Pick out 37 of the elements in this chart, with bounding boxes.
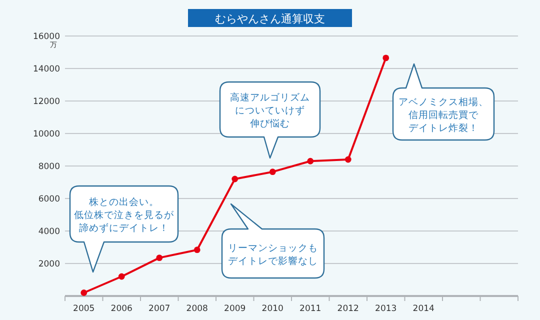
annotation: 株との出会い。低位株で泣きを見るが諦めずにデイトレ！ [74,196,175,234]
y-tick-label: 8000 [38,162,60,172]
annotation: リーマンショックもデイトレで影響なし [228,243,318,267]
y-tick-label: 2000 [38,260,60,270]
annotation: 株との出会い。低位株で泣きを見るが諦めずにデイトレ！ [69,185,179,273]
x-tick-label: 2005 [73,304,95,314]
point [156,254,163,262]
x-tick-label: 2008 [186,304,208,314]
chart-title: むらやんさん通算収支 [215,12,325,26]
y-tick-label: 14000 [32,64,60,74]
annotation: アベノミクス相場、信用回転売買でデイトレ炸裂！ [398,96,488,134]
point [344,156,352,163]
x-tick-label: 2011 [300,304,322,314]
x-tick-label: 2012 [337,304,359,314]
point [80,290,88,296]
x-tick-label: 2007 [148,304,170,314]
y-tick-label: 16000 [32,32,60,42]
y-tick-label: 12000 [32,97,60,107]
annotation: リーマンショックもデイトレで影響なし [221,203,325,279]
y-tick-label: 4000 [38,227,60,237]
x-tick-label: 2014 [412,304,434,314]
annotation: 高速アルゴリズムについていけず伸び悩む [219,81,321,159]
point [232,176,238,182]
point [307,158,314,164]
point [194,246,200,254]
x-tick-label: 2006 [110,304,132,314]
y-tick-label: 10000 [32,130,60,140]
annotation: 高速アルゴリズムについていけず伸び悩む [230,92,310,130]
x-tick-label: 2010 [262,304,284,314]
annotation: アベノミクス相場、信用回転売買でデイトレ炸裂！ [392,63,495,141]
point [118,273,125,280]
point [382,54,390,62]
y-tick-label: 6000 [38,194,60,204]
x-tick-label: 2013 [375,304,397,314]
point [269,168,276,176]
x-tick-label: 2009 [224,304,246,314]
title: むらやんさん通算収支 [188,9,352,27]
